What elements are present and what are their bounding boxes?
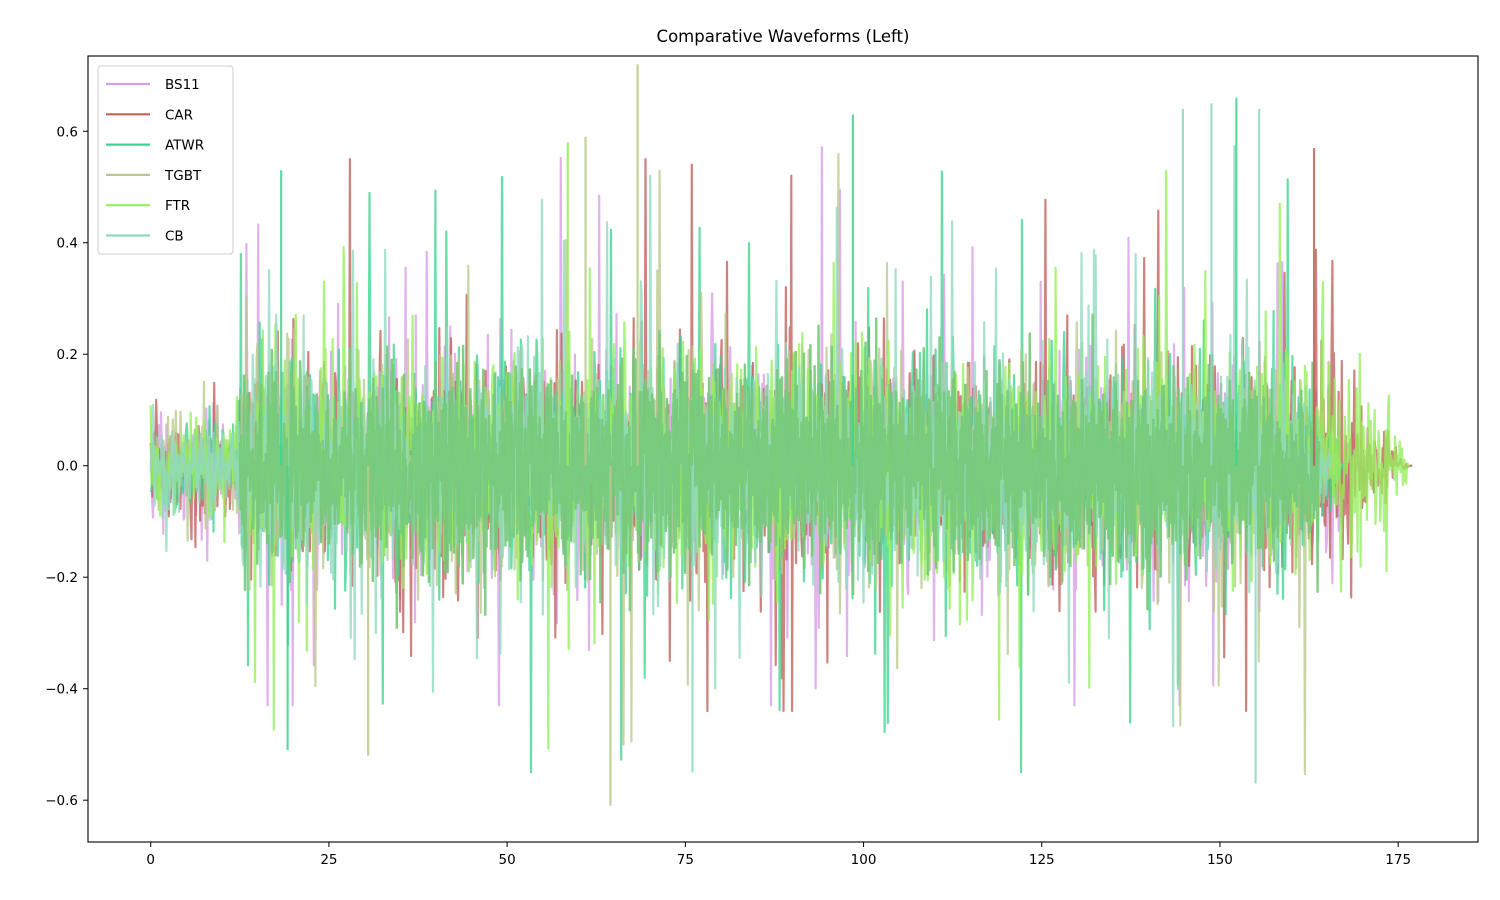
x-tick-label: 100 bbox=[851, 852, 877, 868]
x-tick-label: 150 bbox=[1207, 852, 1233, 868]
x-tick-label: 25 bbox=[320, 852, 337, 868]
x-tick-label: 75 bbox=[677, 852, 694, 868]
legend-label-car: CAR bbox=[165, 107, 193, 123]
legend: BS11 CAR ATWR TGBT FTR CB bbox=[97, 65, 234, 255]
legend-label-cb: CB bbox=[165, 229, 184, 245]
x-tick-label: 0 bbox=[146, 852, 155, 868]
y-tick-label: 0.4 bbox=[57, 236, 78, 252]
y-tick-label: −0.6 bbox=[45, 793, 78, 809]
waveform-series bbox=[149, 64, 1414, 806]
y-tick-label: 0.0 bbox=[57, 459, 78, 475]
y-axis: −0.6 −0.4 −0.2 0.0 0.2 0.4 0.6 bbox=[45, 124, 88, 809]
blended-core bbox=[238, 313, 1321, 629]
x-tick-label: 50 bbox=[499, 852, 516, 868]
legend-label-atwr: ATWR bbox=[165, 138, 204, 154]
y-tick-label: 0.2 bbox=[57, 347, 78, 363]
axes-frame bbox=[87, 55, 1479, 843]
legend-label-ftr: FTR bbox=[165, 198, 190, 214]
chart-title: Comparative Waveforms (Left) bbox=[657, 27, 910, 46]
y-tick-label: −0.2 bbox=[45, 570, 78, 586]
legend-label-tgbt: TGBT bbox=[164, 168, 202, 184]
legend-box bbox=[97, 65, 234, 255]
y-tick-label: 0.6 bbox=[57, 124, 78, 140]
x-axis: 0 25 50 75 100 125 150 175 bbox=[146, 842, 1411, 868]
x-tick-label: 125 bbox=[1029, 852, 1055, 868]
y-tick-label: −0.4 bbox=[45, 682, 78, 698]
x-tick-label: 175 bbox=[1385, 852, 1411, 868]
plot-area bbox=[149, 64, 1414, 806]
legend-label-bs11: BS11 bbox=[165, 77, 200, 93]
